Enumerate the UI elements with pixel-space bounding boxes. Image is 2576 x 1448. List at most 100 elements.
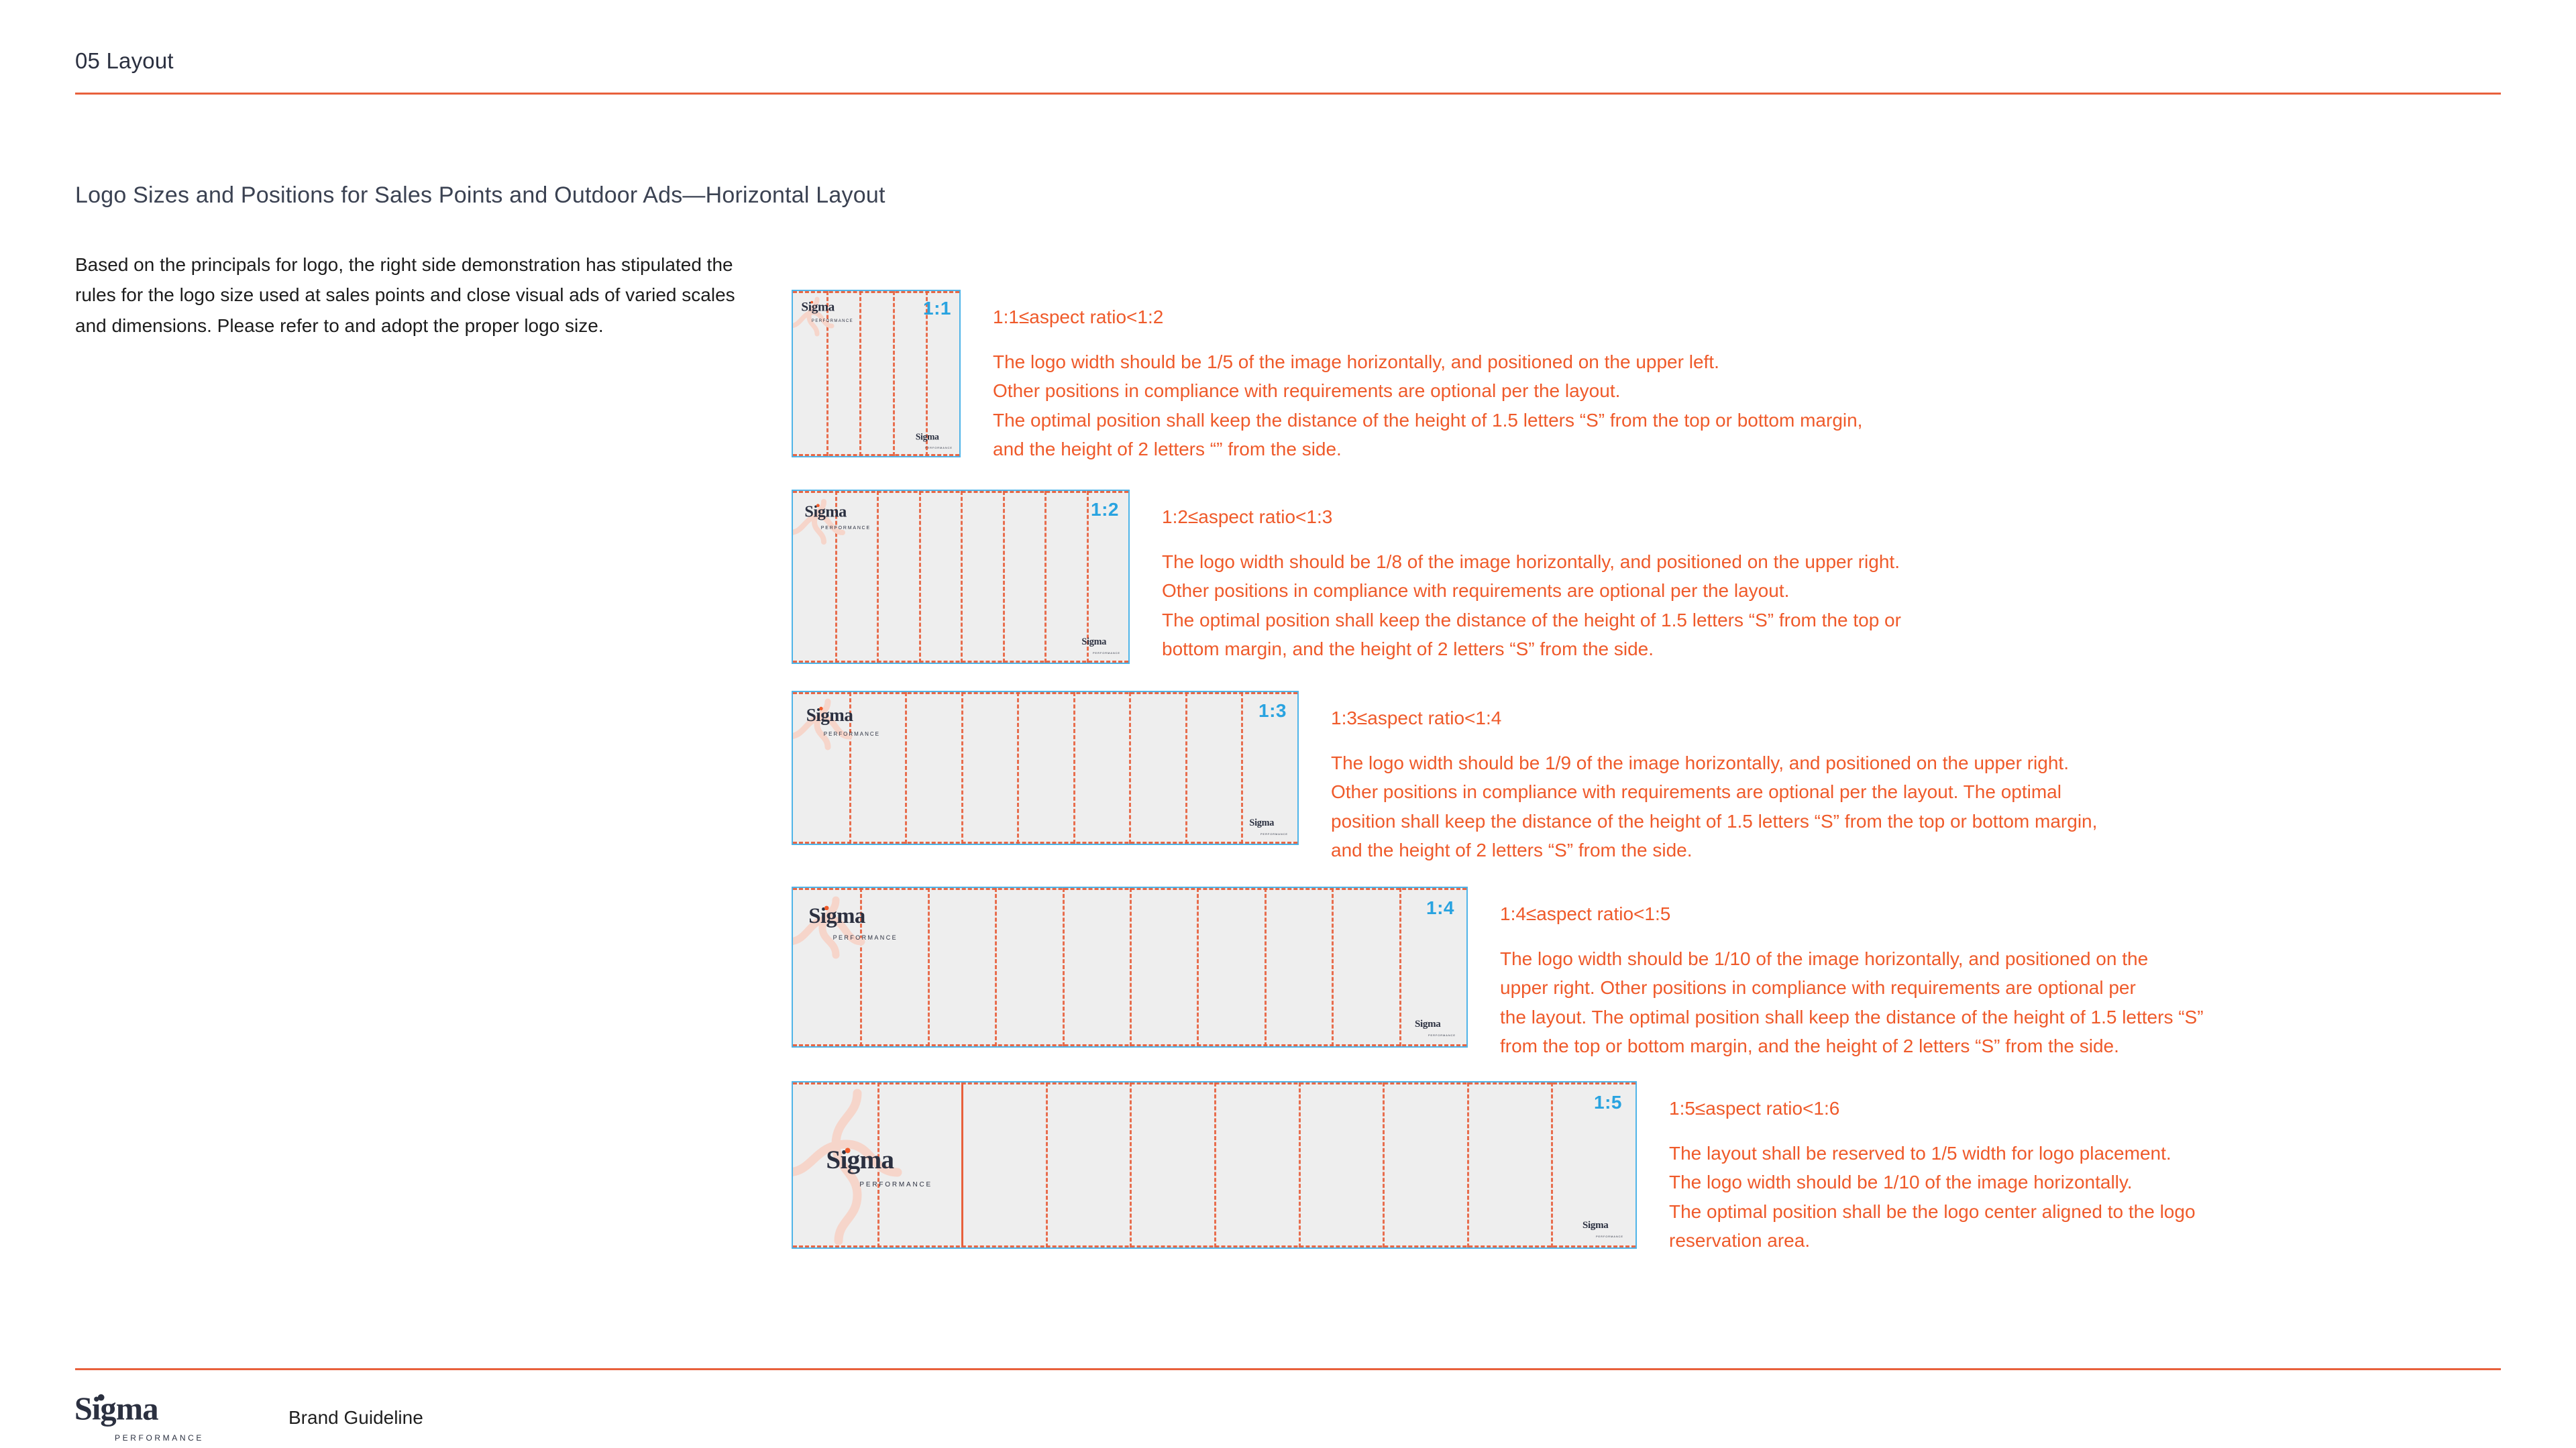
panel-column-guide: [1399, 888, 1401, 1046]
logo-tagline: PERFORMANCE: [823, 731, 880, 737]
panel-column-guide: [961, 692, 963, 844]
ratio-copy-1-1: 1:1≤aspect ratio<1:2 The logo width shou…: [993, 304, 2469, 463]
logo-sigma-main: Sigma PERFORMANCE: [825, 1144, 932, 1188]
panel-column-guide: [835, 491, 837, 663]
logo-sigma-corner: Sigma PERFORMANCE: [1582, 1219, 1623, 1238]
footer-divider: [75, 1368, 2501, 1370]
logo-tagline-small: PERFORMANCE: [1595, 1235, 1623, 1238]
panel-column-guide: [892, 291, 895, 456]
ratio-badge-1-2: 1:2: [1091, 499, 1119, 520]
footer-label: Brand Guideline: [288, 1407, 423, 1428]
ratio-body-line: and the height of 2 letters “” from the …: [993, 438, 1342, 459]
ratio-badge-1-1: 1:1: [923, 298, 951, 319]
panel-column-guide: [1002, 491, 1005, 663]
panel-column-guide: [1214, 1082, 1216, 1247]
panel-column-guide: [918, 491, 921, 663]
logo-sigma-corner: Sigma PERFORMANCE: [915, 431, 953, 449]
logo-sigma-corner: Sigma PERFORMANCE: [1249, 817, 1288, 836]
ratio-copy-1-3: 1:3≤aspect ratio<1:4 The logo width shou…: [1331, 706, 2576, 865]
panel-column-guide: [1197, 888, 1199, 1046]
panel-column-guide: [877, 491, 879, 663]
footer-logo-tagline: PERFORMANCE: [115, 1433, 204, 1443]
panel-column-guide: [859, 291, 862, 456]
logo-tagline: PERFORMANCE: [859, 1181, 932, 1188]
logo-tagline-small: PERFORMANCE: [924, 446, 953, 449]
logo-wordmark-svg: Sigma: [801, 300, 835, 315]
ratio-body-line: bottom margin, and the height of 2 lette…: [1162, 638, 1654, 659]
panel-guide-bottom: [793, 454, 959, 456]
panel-column-guide: [1298, 1082, 1301, 1247]
ratio-body-line: Other positions in compliance with requi…: [1162, 580, 1790, 602]
ratio-body-line: the layout. The optimal position shall k…: [1500, 1006, 2204, 1027]
panel-column-guide: [1073, 692, 1075, 844]
panel-column-guide: [926, 291, 928, 456]
ratio-panel-1-4: Sigma PERFORMANCE Sigma PERFORMANCE 1:4: [792, 887, 1468, 1048]
logo-wordmark-small-svg: Sigma: [1582, 1220, 1609, 1231]
ratio-copy-1-2: 1:2≤aspect ratio<1:3 The logo width shou…: [1162, 504, 2504, 663]
logo-tagline: PERFORMANCE: [833, 934, 898, 941]
svg-text:Sigma: Sigma: [1415, 1019, 1441, 1029]
panel-column-guide: [1086, 491, 1089, 663]
ratio-body-line: The logo width should be 1/10 of the ima…: [1669, 1172, 2133, 1193]
panel-column-guide: [826, 291, 828, 456]
panel-guide-top: [793, 291, 959, 293]
svg-text:Sigma: Sigma: [804, 502, 847, 520]
ratio-body-line: The logo width should be 1/8 of the imag…: [1162, 551, 1900, 572]
ratio-body-line: The logo width should be 1/10 of the ima…: [1500, 948, 2149, 969]
ratio-row-1-1: Sigma PERFORMANCE Sigma PERFORMANCE 1:1 …: [792, 290, 2509, 459]
footer-logo: Sigma PERFORMANCE: [72, 1390, 207, 1443]
panel-column-guide: [860, 888, 863, 1046]
ratio-row-1-5: Sigma PERFORMANCE Sigma PERFORMANCE 1:5 …: [792, 1081, 2509, 1251]
ratio-heading: 1:1≤aspect ratio<1:2: [993, 307, 1164, 327]
ratio-body-line: position shall keep the distance of the …: [1331, 810, 2098, 832]
svg-text:Sigma: Sigma: [916, 431, 939, 441]
page-header-title: 05 Layout: [75, 48, 174, 73]
logo-sigma-main: Sigma PERFORMANCE: [801, 299, 853, 323]
svg-text:Sigma: Sigma: [808, 904, 865, 928]
ratio-body-line: The layout shall be reserved to 1/5 widt…: [1669, 1142, 2171, 1164]
logo-wordmark-svg: Sigma: [804, 502, 847, 520]
ratio-body-line: The optimal position shall keep the dist…: [993, 409, 1863, 431]
ratio-body-line: upper right. Other positions in complian…: [1500, 977, 2136, 999]
ratio-body-line: and the height of 2 letters “S” from the…: [1331, 839, 1693, 860]
panel-column-guide: [1044, 491, 1046, 663]
panel-column-guide: [995, 888, 998, 1046]
ratio-body-line: Other positions in compliance with requi…: [993, 380, 1621, 402]
section-title: Logo Sizes and Positions for Sales Point…: [75, 182, 885, 208]
ratio-panel-1-3: Sigma PERFORMANCE Sigma PERFORMANCE 1:3: [792, 691, 1299, 845]
ratio-body-line: The logo width should be 1/5 of the imag…: [993, 351, 1719, 372]
panel-column-guide: [1045, 1082, 1048, 1247]
logo-sigma-main: Sigma PERFORMANCE: [808, 903, 898, 941]
panel-guide-bottom: [793, 842, 1297, 844]
ratio-row-1-4: Sigma PERFORMANCE Sigma PERFORMANCE 1:4 …: [792, 887, 2509, 1056]
panel-column-guide: [1017, 692, 1020, 844]
ratio-heading: 1:5≤aspect ratio<1:6: [1669, 1098, 1840, 1119]
logo-wordmark-svg: Sigma: [806, 705, 854, 725]
logo-reservation-divider: [961, 1082, 964, 1247]
ratio-body-line: Other positions in compliance with requi…: [1331, 781, 2061, 803]
panel-column-guide: [849, 692, 851, 844]
svg-text:Sigma: Sigma: [1582, 1220, 1609, 1231]
logo-sigma-corner: Sigma PERFORMANCE: [1081, 636, 1120, 655]
ratio-row-1-2: Sigma PERFORMANCE Sigma PERFORMANCE 1:2 …: [792, 490, 2509, 664]
ratio-heading: 1:3≤aspect ratio<1:4: [1331, 708, 1502, 728]
logo-wordmark-small-svg: Sigma: [1081, 636, 1106, 647]
ratio-copy-1-4: 1:4≤aspect ratio<1:5 The logo width shou…: [1500, 901, 2506, 1060]
svg-text:Sigma: Sigma: [801, 300, 835, 315]
panel-column-guide: [1130, 888, 1132, 1046]
panel-column-guide: [1185, 692, 1187, 844]
svg-text:Sigma: Sigma: [1249, 818, 1274, 828]
panel-column-guide: [961, 491, 963, 663]
ratio-badge-1-5: 1:5: [1594, 1092, 1622, 1113]
ratio-body-line: reservation area.: [1669, 1229, 1811, 1251]
panel-column-guide: [1129, 692, 1132, 844]
panel-column-guide: [1551, 1082, 1554, 1247]
ratio-panel-1-5: Sigma PERFORMANCE Sigma PERFORMANCE 1:5: [792, 1081, 1637, 1249]
ratio-heading: 1:4≤aspect ratio<1:5: [1500, 903, 1671, 924]
svg-text:Sigma: Sigma: [806, 705, 854, 725]
panel-column-guide: [905, 692, 908, 844]
panel-guide-top: [793, 692, 1297, 694]
logo-tagline: PERFORMANCE: [811, 319, 853, 323]
logo-wordmark-small-svg: Sigma: [916, 431, 940, 441]
